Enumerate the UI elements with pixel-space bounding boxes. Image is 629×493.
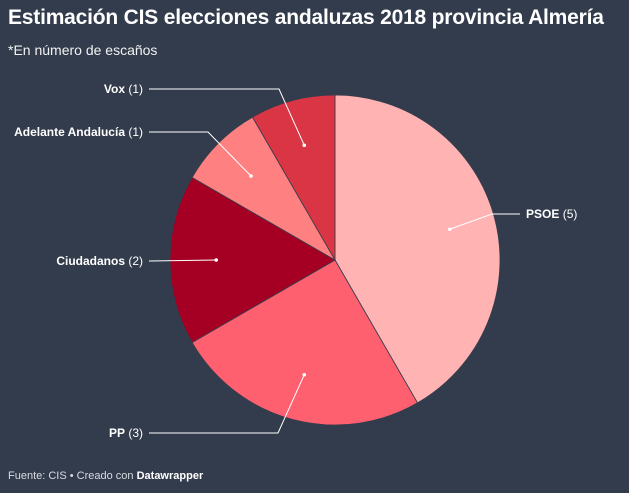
chart-title: Estimación CIS elecciones andaluzas 2018… — [8, 6, 604, 29]
slice-label-vox: Vox (1) — [104, 82, 143, 96]
slice-label-psoe: PSOE (5) — [526, 207, 577, 221]
pie-slice-vox[interactable] — [251, 94, 336, 262]
leader-line-vox — [149, 88, 305, 146]
pie-slice-pp[interactable] — [191, 259, 419, 426]
leader-line-psoe — [449, 213, 520, 230]
chart-footer: Fuente: CIS • Creado con Datawrapper — [8, 470, 203, 482]
leader-dot-vox — [302, 143, 307, 148]
slice-label-adelante-andalucia: Adelante Andalucía (1) — [14, 125, 143, 139]
chart-subtitle: *En número de escaños — [8, 42, 158, 58]
brand-link[interactable]: Datawrapper — [136, 470, 204, 482]
slice-label-ciudadanos: Ciudadanos (2) — [56, 254, 143, 268]
pie-slice-psoe[interactable] — [334, 94, 501, 404]
pie-labels: PSOE (5) PP (3) Ciudadanos (2) Adelante And… — [14, 82, 577, 440]
leader-line-ciudadanos — [149, 259, 217, 262]
pie-slice-ciudadanos[interactable] — [169, 176, 336, 344]
leader-line-pp — [149, 374, 305, 434]
source-text: Fuente: CIS • Creado con — [8, 470, 134, 482]
slice-label-pp: PP (3) — [109, 426, 143, 440]
pie-slices — [169, 94, 501, 426]
leader-line-adelante-andalucia — [149, 131, 252, 177]
